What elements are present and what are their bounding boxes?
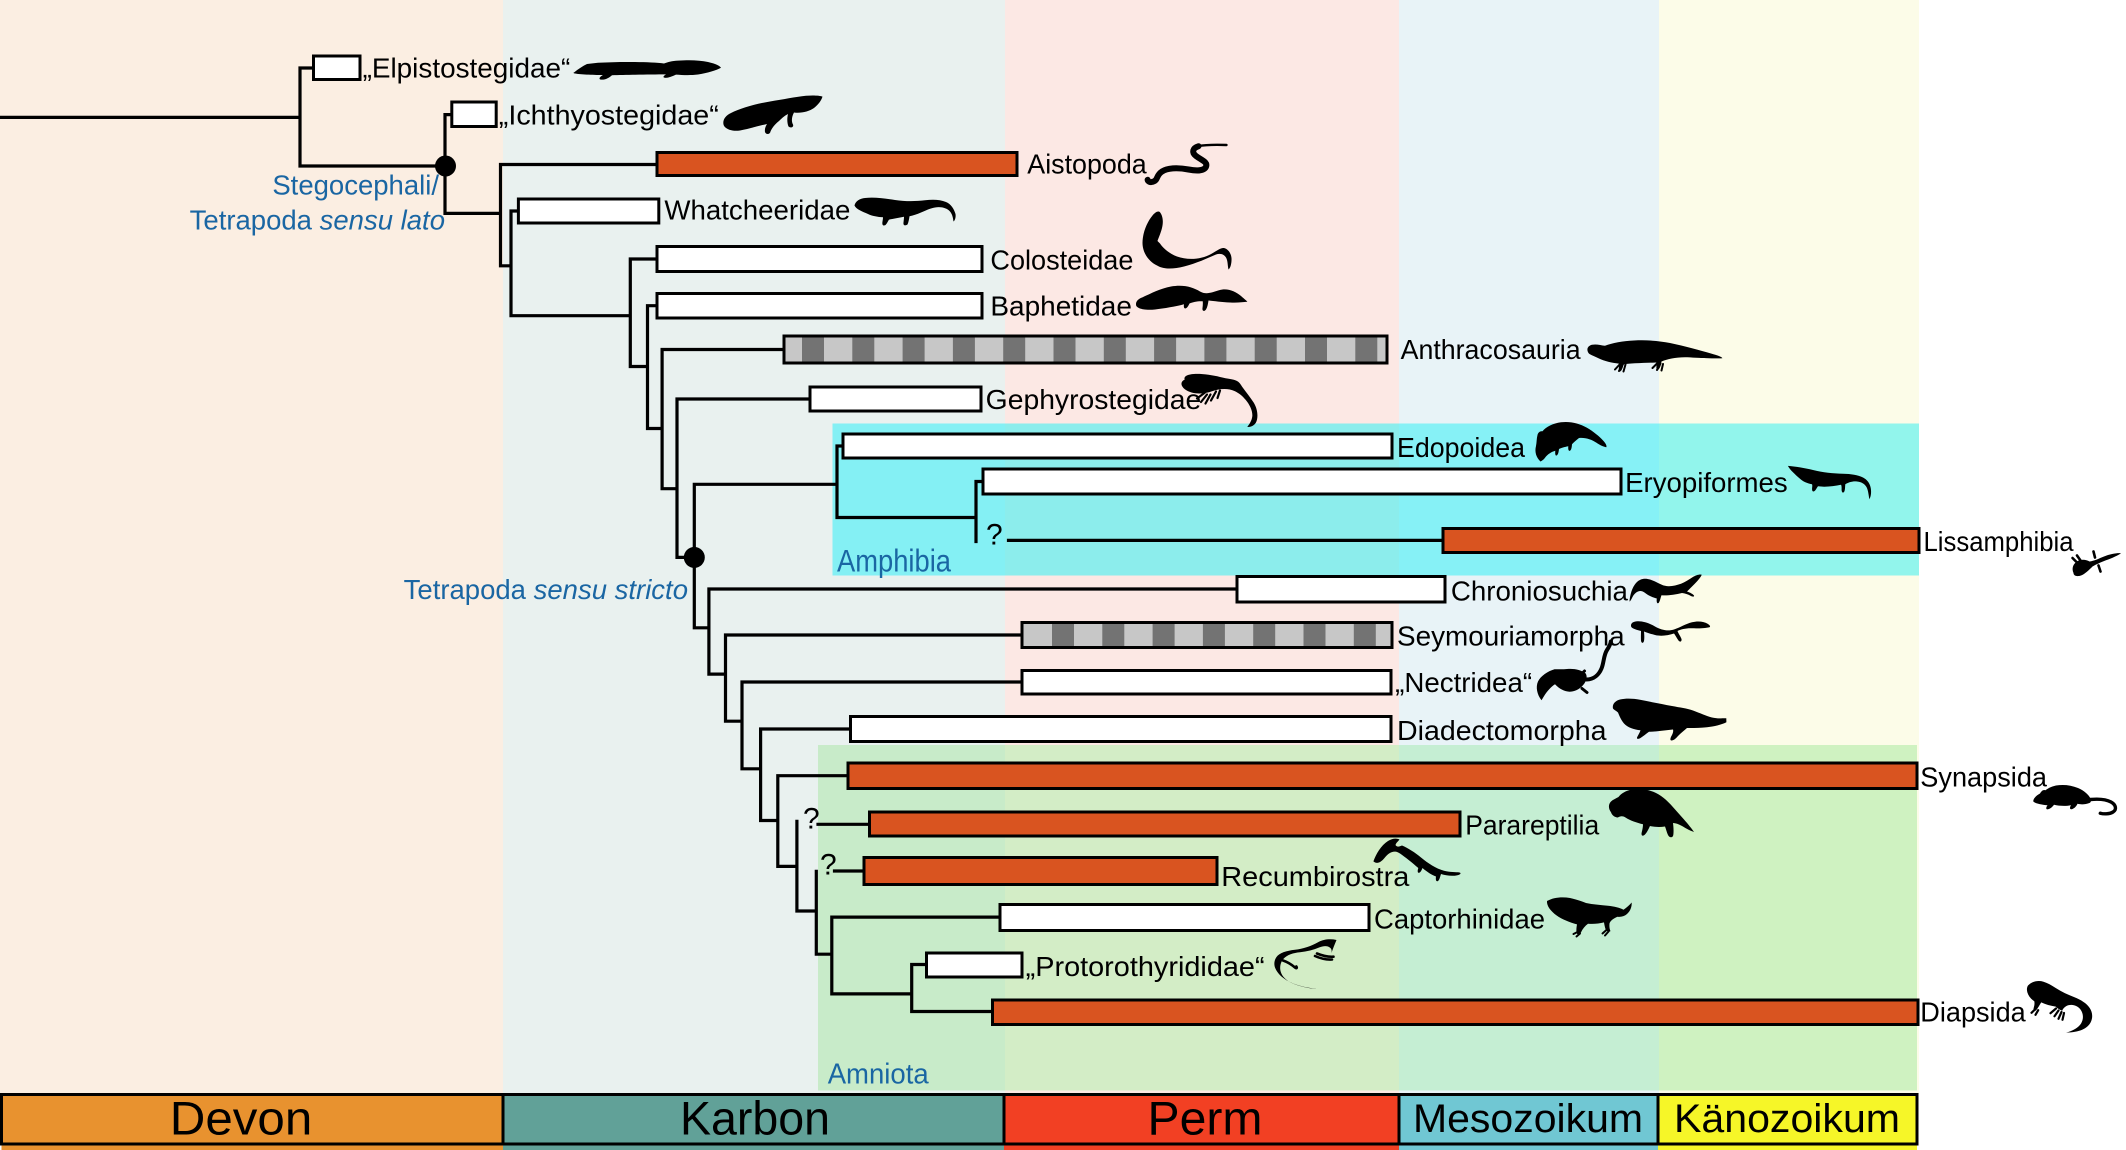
svg-text:Chroniosuchia: Chroniosuchia — [1451, 576, 1628, 607]
svg-text:Diapsida: Diapsida — [1920, 997, 2026, 1028]
svg-text:Eryopiformes: Eryopiformes — [1625, 467, 1788, 498]
svg-text:Gephyrostegidae: Gephyrostegidae — [986, 384, 1202, 415]
svg-text:Perm: Perm — [1148, 1092, 1263, 1145]
svg-text:„Elpistostegidae“: „Elpistostegidae“ — [363, 53, 571, 84]
svg-text:Tetrapoda sensu stricto: Tetrapoda sensu stricto — [404, 574, 688, 605]
svg-text:„Nectridea“: „Nectridea“ — [1395, 667, 1532, 698]
svg-text:Baphetidae: Baphetidae — [990, 291, 1132, 322]
svg-text:Seymouriamorpha: Seymouriamorpha — [1397, 621, 1625, 652]
svg-text:Diadectomorpha: Diadectomorpha — [1397, 715, 1607, 746]
svg-text:Recumbirostra: Recumbirostra — [1221, 861, 1409, 892]
svg-text:Mesozoikum: Mesozoikum — [1413, 1097, 1643, 1141]
svg-text:Lissamphibia: Lissamphibia — [1924, 526, 2074, 557]
svg-text:Captorhinidae: Captorhinidae — [1374, 904, 1545, 935]
svg-text:Edopoidea: Edopoidea — [1397, 432, 1525, 463]
svg-text:?: ? — [986, 519, 1003, 552]
svg-text:Colosteidae: Colosteidae — [990, 245, 1133, 276]
svg-text:?: ? — [803, 803, 820, 836]
svg-text:Synapsida: Synapsida — [1920, 761, 2047, 792]
svg-text:Aistopoda: Aistopoda — [1027, 149, 1147, 180]
svg-text:Anthracosauria: Anthracosauria — [1401, 334, 1581, 365]
svg-text:Amniota: Amniota — [828, 1059, 930, 1091]
svg-text:Stegocephali/: Stegocephali/ — [272, 169, 439, 200]
svg-text:Tetrapoda sensu lato: Tetrapoda sensu lato — [190, 204, 445, 235]
svg-text:Whatcheeridae: Whatcheeridae — [664, 195, 850, 226]
svg-text:Känozoikum: Känozoikum — [1674, 1097, 1900, 1141]
svg-text:„Ichthyostegidae“: „Ichthyostegidae“ — [499, 100, 719, 131]
svg-text:Parareptilia: Parareptilia — [1465, 810, 1599, 841]
svg-text:Karbon: Karbon — [680, 1092, 830, 1145]
svg-text:Devon: Devon — [170, 1092, 313, 1145]
svg-text:?: ? — [820, 849, 837, 882]
svg-text:„Protorothyrididae“: „Protorothyrididae“ — [1026, 951, 1265, 982]
svg-text:Amphibia: Amphibia — [837, 543, 951, 579]
